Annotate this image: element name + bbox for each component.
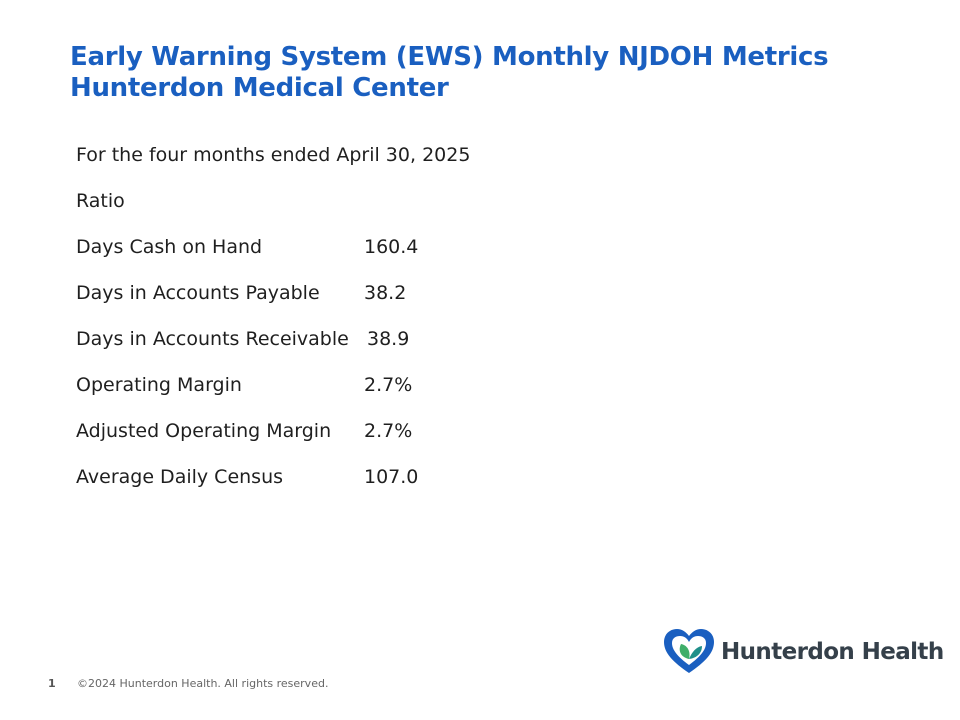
ratio-header: Ratio: [76, 187, 470, 233]
metric-label: Adjusted Operating Margin: [76, 420, 332, 442]
metric-row: Days in Accounts Payable 38.2: [76, 279, 470, 325]
hunterdon-health-logo: Hunterdon Health: [661, 628, 944, 678]
metric-value: 2.7%: [364, 374, 413, 396]
ratio-header-label: Ratio: [76, 190, 125, 212]
metric-value: 107.0: [364, 466, 419, 488]
metric-value: 2.7%: [364, 420, 413, 442]
metric-value: 38.2: [364, 282, 407, 304]
copyright-text: ©2024 Hunterdon Health. All rights reser…: [77, 677, 329, 690]
slide-title: Early Warning System (EWS) Monthly NJDOH…: [70, 42, 829, 104]
metric-label: Average Daily Census: [76, 466, 284, 488]
heart-leaf-icon: [664, 629, 714, 673]
period-label: For the four months ended April 30, 2025: [76, 144, 471, 166]
period-text: For the four months ended April 30, 2025: [76, 141, 470, 187]
metric-row: Adjusted Operating Margin 2.7%: [76, 417, 470, 463]
logo-text: Hunterdon Health: [721, 639, 944, 665]
metrics-content: For the four months ended April 30, 2025…: [76, 141, 470, 509]
slide-title-line1: Early Warning System (EWS) Monthly NJDOH…: [70, 42, 829, 72]
metric-label: Days in Accounts Receivable: [76, 328, 349, 350]
metric-label: Days in Accounts Payable: [76, 282, 320, 304]
metric-row: Average Daily Census 107.0: [76, 463, 470, 509]
metric-row: Days Cash on Hand 160.4: [76, 233, 470, 279]
metric-value: 38.9: [367, 328, 410, 350]
metric-label: Days Cash on Hand: [76, 236, 263, 258]
metric-value: 160.4: [364, 236, 419, 258]
page-number: 1: [48, 677, 56, 690]
slide-title-line2: Hunterdon Medical Center: [70, 73, 449, 103]
metric-label: Operating Margin: [76, 374, 242, 396]
metric-row: Operating Margin 2.7%: [76, 371, 470, 417]
metric-row: Days in Accounts Receivable 38.9: [76, 325, 470, 371]
